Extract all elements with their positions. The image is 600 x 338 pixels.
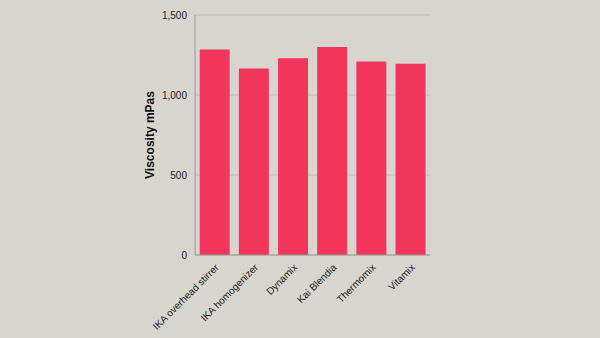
svg-text:Viscosity mPas: Viscosity mPas [143, 91, 157, 179]
svg-text:500: 500 [170, 170, 187, 181]
svg-text:IKA homogenizer: IKA homogenizer [199, 261, 261, 323]
svg-text:Kai Blendia: Kai Blendia [295, 261, 339, 305]
svg-text:1,500: 1,500 [162, 10, 187, 21]
svg-text:0: 0 [181, 250, 187, 261]
svg-text:1,000: 1,000 [162, 90, 187, 101]
svg-text:Dynamix: Dynamix [264, 262, 299, 297]
svg-text:IKA overhead stirrer: IKA overhead stirrer [151, 261, 222, 332]
svg-text:Vitamix: Vitamix [386, 262, 417, 293]
svg-text:Thermomix: Thermomix [335, 262, 378, 305]
